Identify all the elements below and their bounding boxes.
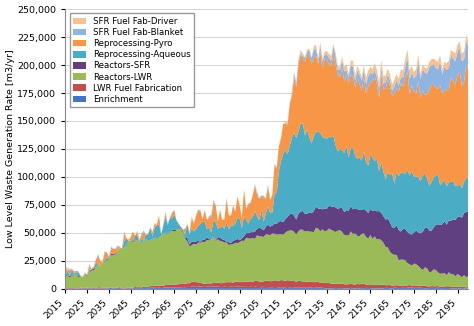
Legend: SFR Fuel Fab-Driver, SFR Fuel Fab-Blanket, Reprocessing-Pyro, Reprocessing-Aqueo: SFR Fuel Fab-Driver, SFR Fuel Fab-Blanke… — [70, 13, 194, 107]
Y-axis label: Low Level Waste Generation Rate [m3/yr]: Low Level Waste Generation Rate [m3/yr] — [6, 50, 15, 248]
